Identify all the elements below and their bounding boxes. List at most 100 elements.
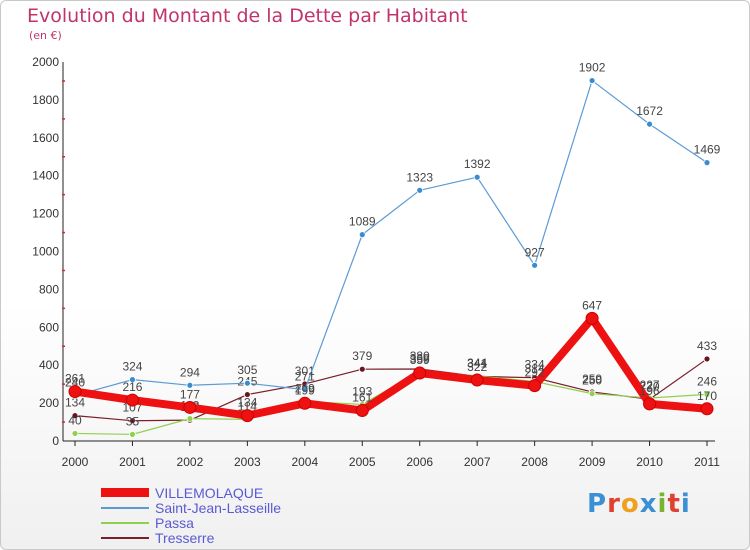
data-label: 134 [237, 396, 257, 410]
data-label: 314 [525, 361, 545, 375]
y-tick-label: 0 [52, 434, 59, 448]
legend-swatch [101, 506, 149, 509]
data-point [301, 386, 309, 394]
y-tick-label: 600 [39, 320, 59, 334]
data-point [355, 403, 369, 417]
proxiti-logo: Proxiti [587, 489, 691, 519]
x-tick-label: 2005 [349, 455, 376, 469]
data-label: 334 [525, 358, 545, 372]
data-label: 294 [180, 365, 200, 379]
data-point [646, 120, 653, 128]
x-tick-label: 2009 [579, 455, 606, 469]
series-line [74, 79, 708, 397]
legend-item: Tresserre [101, 529, 281, 546]
x-tick-label: 2000 [62, 455, 89, 469]
x-tick-label: 2010 [636, 455, 663, 469]
legend-swatch [101, 536, 149, 539]
data-point [413, 366, 427, 380]
legend-item: VILLEMOLAQUE [101, 484, 281, 501]
data-point [129, 417, 136, 425]
y-tick-label: 1600 [32, 131, 59, 145]
legend-label: VILLEMOLAQUE [155, 484, 264, 501]
x-tick-label: 2006 [406, 455, 433, 469]
legend-item: Saint-Jean-Lasseille [101, 499, 282, 516]
data-label: 177 [180, 387, 200, 401]
data-point [703, 390, 711, 398]
data-label: 379 [352, 349, 372, 363]
data-point [129, 376, 136, 384]
legend-swatch [101, 521, 149, 524]
data-point [473, 173, 481, 181]
data-label: 380 [410, 349, 430, 363]
data-label: 1469 [694, 143, 721, 157]
data-label: 134 [65, 396, 85, 410]
legend-label: Tresserre [155, 529, 215, 546]
data-label: 193 [352, 384, 372, 398]
data-label: 1392 [464, 157, 491, 171]
data-label: 35 [126, 414, 140, 428]
data-label: 227 [640, 378, 660, 392]
data-point [358, 365, 366, 373]
data-point [703, 159, 711, 167]
legend: VILLEMOLAQUE Saint-Jean-Lasseille Passa Tre… [101, 484, 282, 546]
y-tick-label: 1800 [32, 93, 59, 107]
data-label: 1089 [349, 215, 376, 229]
data-label: 246 [697, 374, 717, 388]
series-line [71, 314, 711, 420]
data-point [186, 415, 194, 423]
series-line [74, 358, 708, 422]
legend-item: Passa [101, 514, 281, 531]
data-point [703, 355, 711, 363]
data-label: 1902 [579, 61, 606, 75]
data-label: 216 [122, 380, 142, 394]
data-label: 1672 [636, 104, 663, 118]
data-label: 196 [640, 384, 660, 398]
y-tick-label: 2000 [32, 55, 59, 69]
data-label: 40 [68, 413, 82, 427]
chart-subtitle: (en €) [29, 29, 62, 42]
legend-label: Passa [155, 514, 194, 531]
data-label: 161 [352, 390, 372, 404]
y-tick-label: 1000 [32, 245, 59, 259]
series-tresserre: 134107110245301379380341334259220433 [65, 339, 717, 425]
x-tick-label: 2008 [521, 455, 548, 469]
data-point [700, 402, 714, 416]
y-tick-label: 200 [39, 396, 59, 410]
data-point [125, 393, 139, 407]
data-label: 344 [467, 356, 487, 370]
legend-swatch [101, 488, 149, 497]
data-label: 114 [238, 399, 257, 413]
y-tick-label: 1400 [32, 169, 59, 183]
data-label: 322 [467, 360, 487, 374]
data-label: 433 [697, 339, 717, 353]
data-point [129, 430, 136, 438]
data-point [183, 400, 197, 414]
data-point [71, 430, 79, 437]
data-label: 240 [65, 376, 85, 390]
y-tick-label: 800 [39, 282, 59, 296]
y-tick-label: 400 [39, 358, 59, 372]
series-saint-jean-lasseille: 240 324 294 305 271 1089 1323 1392 927 1902 1672 14… [65, 61, 721, 399]
data-point [470, 373, 484, 387]
legend-label: Saint-Jean-Lasseille [155, 499, 282, 516]
data-label: 292 [525, 366, 545, 380]
x-tick-label: 2011 [694, 455, 720, 469]
data-point [358, 231, 366, 239]
data-label: 305 [237, 363, 257, 377]
data-label: 271 [295, 370, 315, 384]
x-tick-label: 2002 [177, 455, 204, 469]
chart-title: Evolution du Montant de la Dette par Hab… [27, 5, 468, 27]
data-label: 170 [697, 389, 717, 403]
data-point [243, 379, 251, 387]
data-point [240, 409, 254, 423]
data-point [416, 186, 424, 194]
data-point [585, 311, 599, 325]
data-point [68, 385, 82, 399]
data-label: 250 [582, 374, 602, 388]
data-point [298, 396, 312, 410]
data-label: 199 [295, 383, 315, 397]
data-label: 368 [410, 351, 430, 365]
data-point [643, 397, 657, 411]
